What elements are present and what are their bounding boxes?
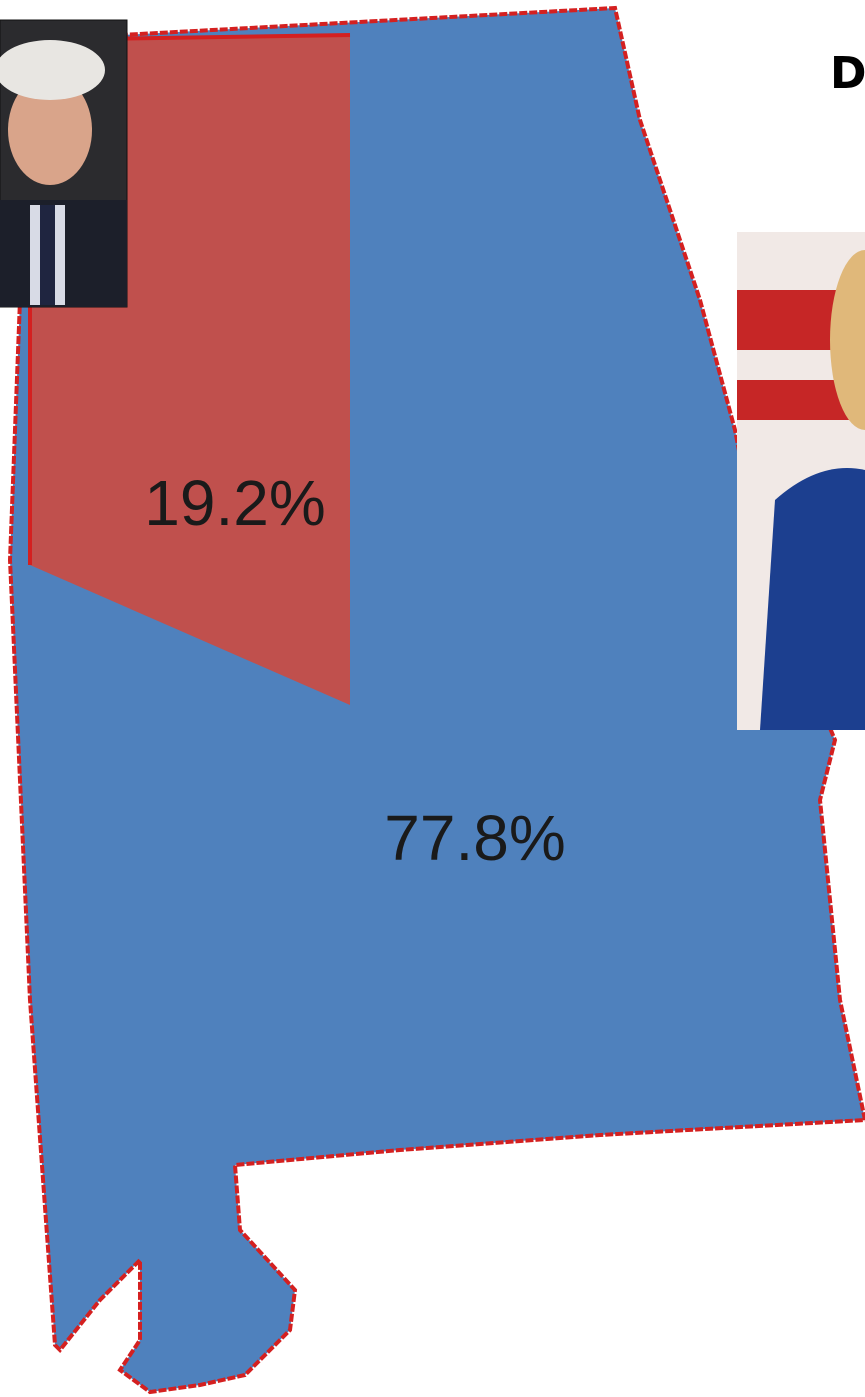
region-label: 77.8% [384,802,565,874]
page: {"title": "D", "regions": [{"label": "19… [0,0,865,1397]
portrait-right [737,232,865,730]
region-label: 19.2% [144,467,325,539]
map: 19.2% 77.8% D [0,0,865,1397]
title: D [830,48,865,99]
portrait-left [0,20,127,307]
